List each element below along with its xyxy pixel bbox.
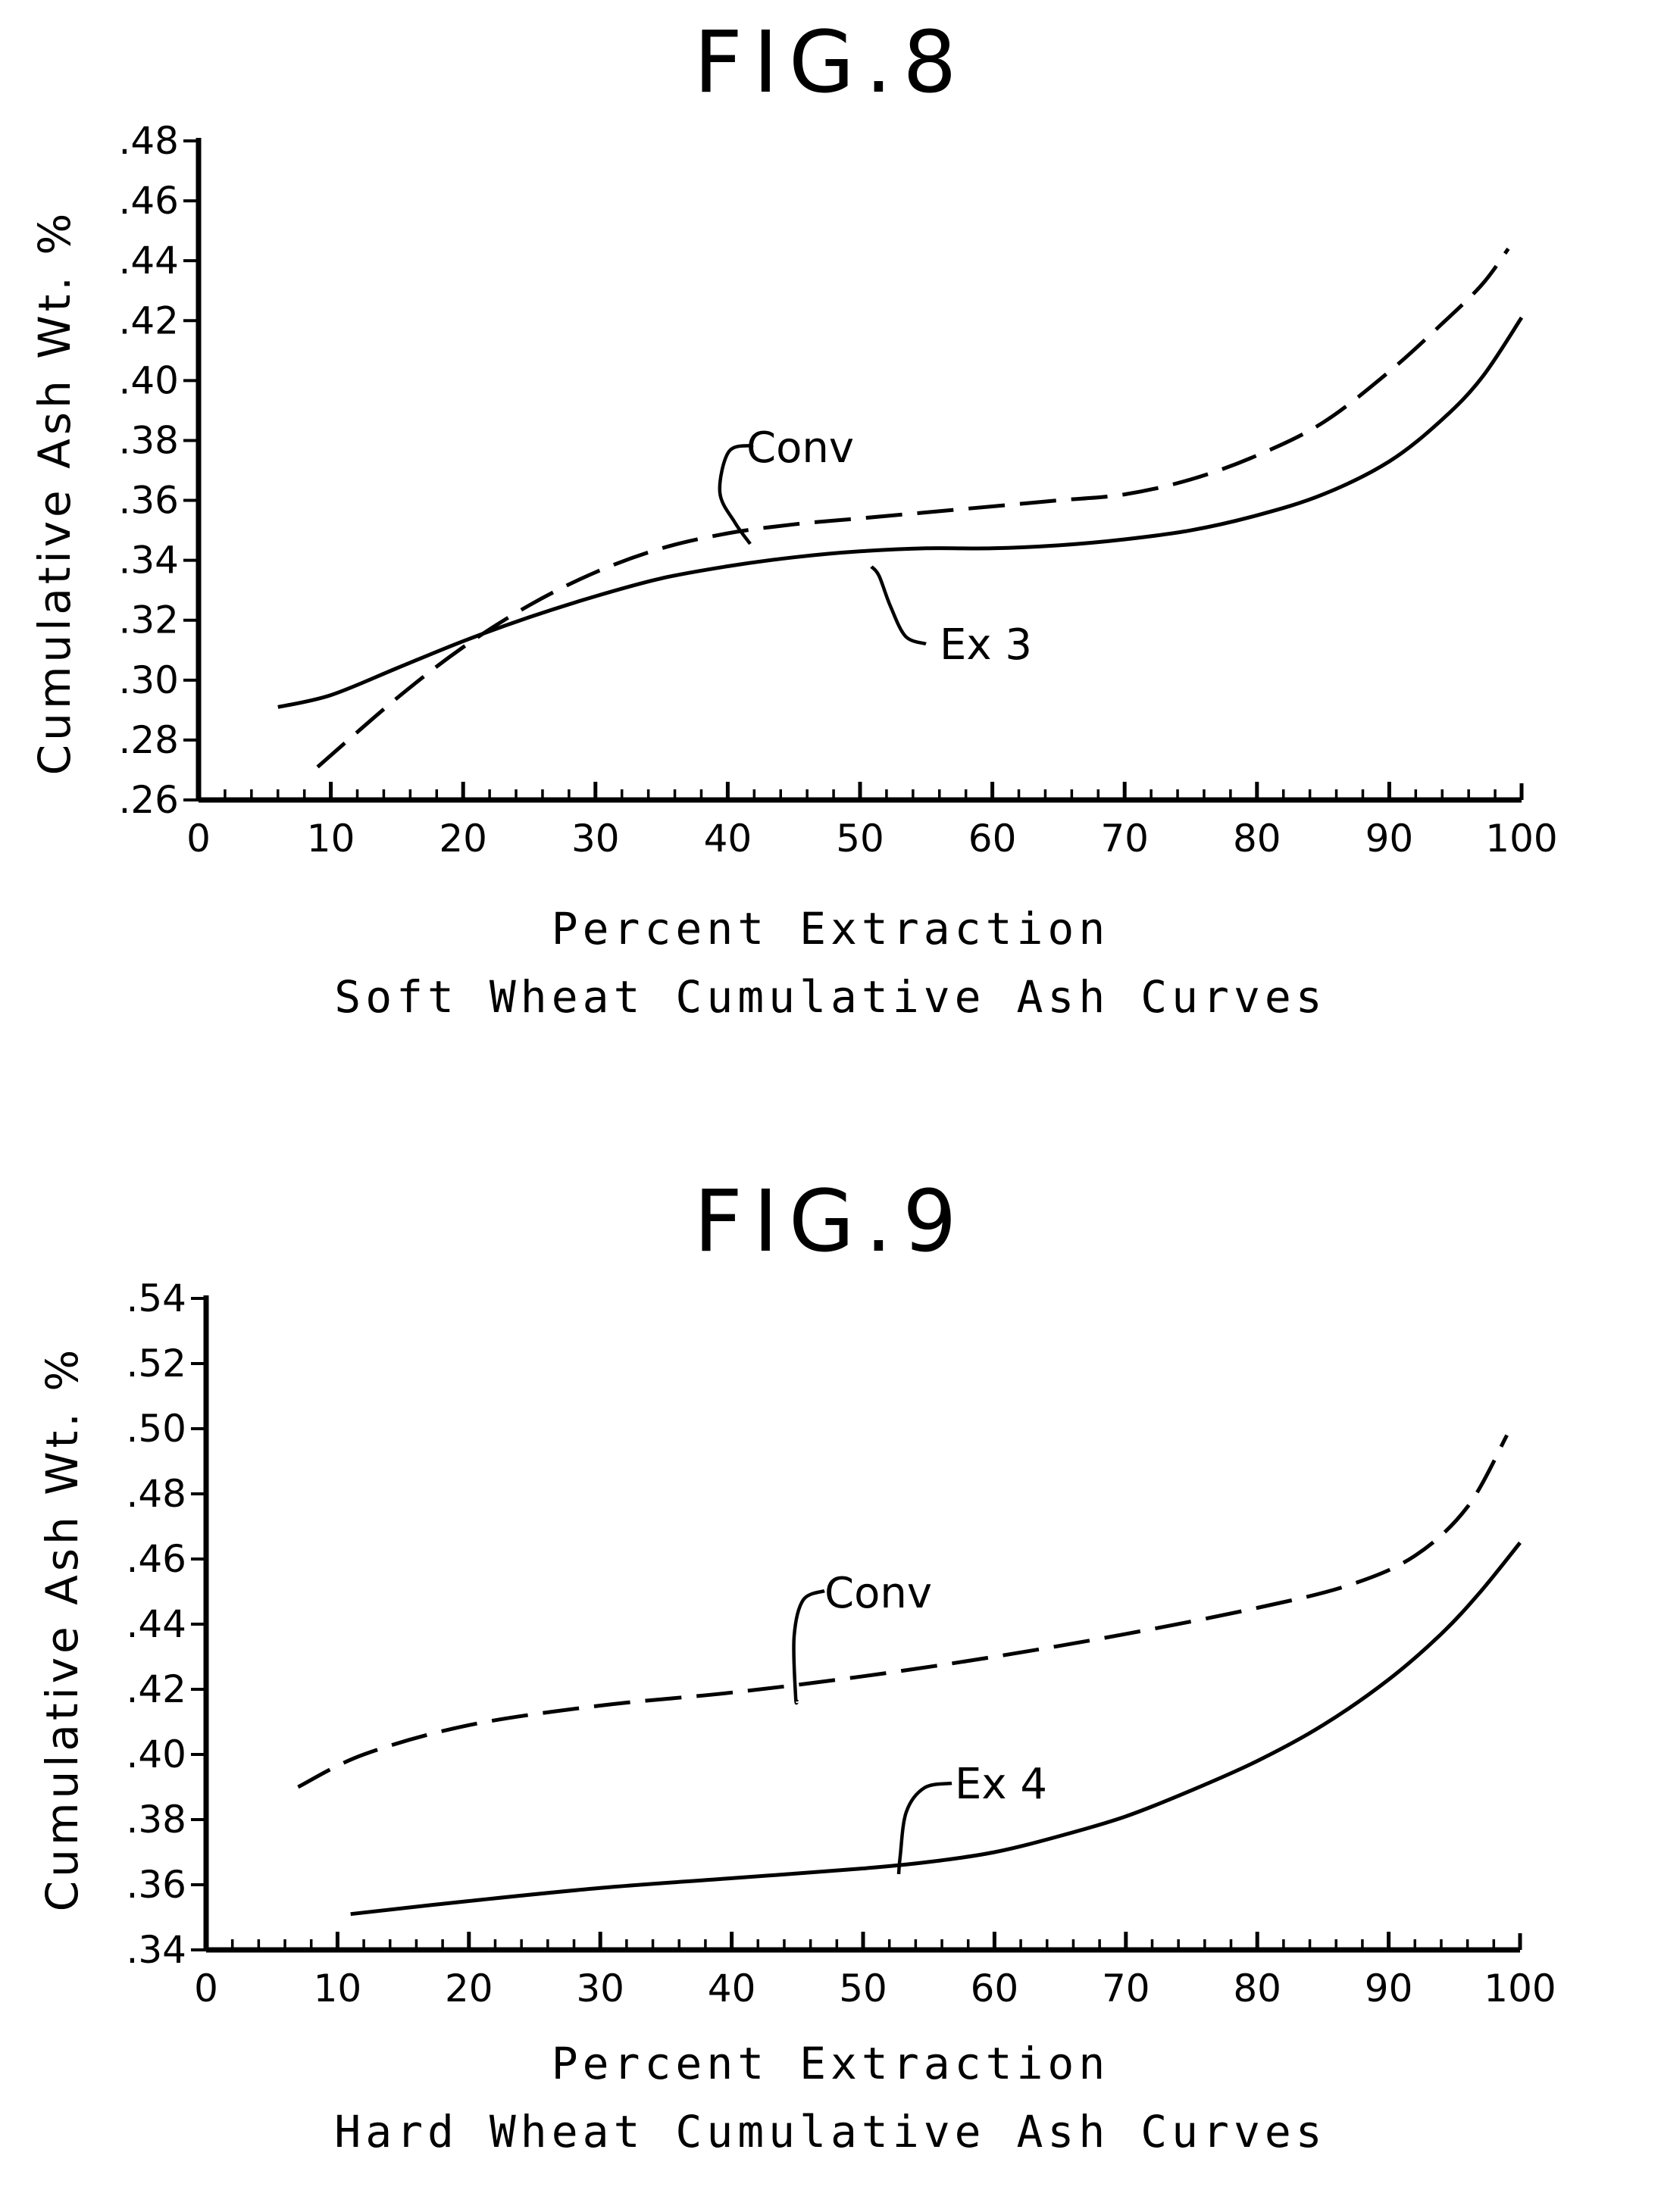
fig8-xlabel: Percent Extraction: [0, 903, 1661, 954]
series-ex-3-line: [278, 317, 1522, 707]
series-callout-label: Ex 4: [955, 1760, 1047, 1809]
x-tick-label: 100: [1485, 817, 1557, 861]
x-tick-label: 80: [1233, 817, 1281, 861]
x-tick-label: 10: [314, 1967, 362, 2010]
y-tick-label: .54: [126, 1276, 186, 1320]
x-tick-label: 0: [186, 817, 211, 861]
series-callout-label: Ex 3: [940, 620, 1032, 670]
x-tick-label: 30: [571, 817, 620, 861]
series-ex-4-line: [351, 1543, 1520, 1914]
x-tick-label: 40: [708, 1967, 756, 2010]
x-tick-label: 40: [704, 817, 752, 861]
x-tick-label: 100: [1484, 1967, 1556, 2010]
y-tick-label: .44: [118, 239, 179, 283]
y-tick-label: .44: [126, 1602, 186, 1646]
x-tick-label: 80: [1233, 1967, 1281, 2010]
x-tick-label: 90: [1365, 1967, 1413, 2010]
callout-leader-line: [871, 567, 926, 644]
x-tick-label: 60: [971, 1967, 1019, 2010]
y-tick-label: .36: [126, 1863, 186, 1907]
y-tick-label: .48: [118, 119, 179, 163]
x-tick-label: 70: [1100, 817, 1149, 861]
y-tick-label: .34: [118, 539, 179, 583]
y-tick-label: .34: [126, 1928, 186, 1972]
y-tick-label: .26: [118, 778, 179, 822]
fig8-title: Soft Wheat Cumulative Ash Curves: [0, 971, 1661, 1023]
y-tick-label: .52: [126, 1342, 186, 1386]
callout-leader-line: [793, 1591, 824, 1703]
fig9-title: Hard Wheat Cumulative Ash Curves: [0, 2106, 1661, 2157]
x-tick-label: 10: [307, 817, 355, 861]
y-tick-label: .46: [118, 179, 179, 223]
x-tick-label: 0: [194, 1967, 218, 2010]
fig8-label: FIG.8: [0, 14, 1661, 112]
series-callout-label: Conv: [746, 423, 854, 473]
x-tick-label: 20: [439, 817, 487, 861]
y-tick-label: .50: [126, 1407, 186, 1451]
y-tick-label: .46: [126, 1537, 186, 1581]
y-tick-label: .42: [118, 298, 179, 342]
y-tick-label: .28: [118, 718, 179, 762]
series-callout-label: Conv: [824, 1569, 932, 1618]
y-tick-label: .40: [126, 1732, 186, 1776]
y-tick-label: .32: [118, 598, 179, 642]
y-axis-label: Cumulative Ash Wt. %: [29, 210, 80, 776]
y-tick-label: .36: [118, 479, 179, 523]
series-conv-line: [317, 248, 1508, 767]
x-tick-label: 90: [1365, 817, 1414, 861]
y-tick-label: .38: [126, 1798, 186, 1842]
x-tick-label: 50: [839, 1967, 887, 2010]
y-tick-label: .40: [118, 358, 179, 402]
y-axis-label: Cumulative Ash Wt. %: [36, 1346, 88, 1912]
y-tick-label: .48: [126, 1472, 186, 1516]
x-tick-label: 50: [836, 817, 884, 861]
x-tick-label: 20: [445, 1967, 493, 2010]
fig9-label: FIG.9: [0, 1173, 1661, 1271]
x-tick-label: 30: [576, 1967, 624, 2010]
y-tick-label: .38: [118, 418, 179, 462]
x-tick-label: 70: [1102, 1967, 1150, 2010]
x-tick-label: 60: [968, 817, 1017, 861]
fig9-xlabel: Percent Extraction: [0, 2038, 1661, 2089]
y-tick-label: .30: [118, 658, 179, 702]
y-tick-label: .42: [126, 1667, 186, 1711]
